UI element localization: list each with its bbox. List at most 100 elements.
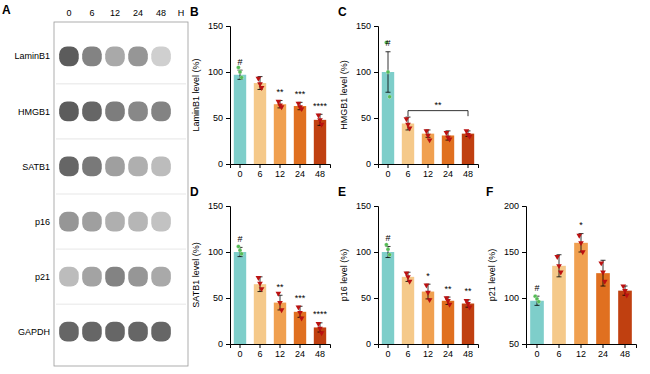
y-tick-label: 150 (356, 21, 371, 31)
dot (427, 138, 433, 143)
figure: A06122448HLaminB1HMGB1SATB1p16p21GAPDH05… (0, 0, 650, 374)
y-tick-label: 0 (218, 339, 223, 349)
y-axis: 050100150 (208, 201, 231, 349)
y-tick-label: 0 (366, 159, 371, 169)
dot (256, 276, 262, 281)
x-tick-label: 24 (443, 169, 453, 179)
x-tick-label: 0 (237, 169, 242, 179)
significance-label: ** (276, 282, 284, 292)
y-tick-mark (226, 118, 230, 119)
dot (537, 300, 541, 304)
y-tick-mark (226, 298, 230, 299)
x-tick-mark (468, 344, 469, 348)
significance-label: ** (464, 286, 472, 296)
band (59, 267, 79, 287)
band (82, 267, 102, 287)
y-tick: 50 (213, 113, 230, 123)
dot (238, 248, 242, 252)
bracket (408, 111, 468, 117)
dot (317, 327, 323, 332)
bar (422, 134, 434, 164)
band (105, 322, 125, 342)
x-axis: 06122448 (527, 344, 637, 359)
band (128, 101, 148, 121)
significance-label: *** (295, 293, 306, 303)
band (82, 212, 102, 232)
significance-label: # (385, 38, 390, 48)
y-tick-mark (374, 344, 378, 345)
significance-label: **** (313, 101, 328, 111)
significance-label: # (385, 233, 390, 243)
y-tick-mark (226, 206, 230, 207)
x-tick: 24 (598, 344, 608, 359)
y-tick: 50 (509, 339, 526, 349)
dot (384, 243, 388, 247)
significance-label: # (534, 283, 539, 293)
y-tick: 50 (213, 293, 230, 303)
row-separator (56, 249, 186, 250)
dot (316, 114, 322, 119)
dot (386, 247, 390, 251)
y-tick: 150 (504, 247, 526, 257)
significance-label: **** (313, 309, 328, 319)
x-tick: 48 (463, 164, 473, 179)
bar-panel: 05010015006122448#**HMGB1 level (%)C (338, 5, 479, 179)
band (128, 322, 148, 342)
dot (299, 317, 305, 322)
x-tick-mark (428, 164, 429, 168)
x-tick-mark (428, 344, 429, 348)
y-axis-line (522, 207, 527, 345)
dot (407, 280, 413, 285)
dot (277, 301, 283, 306)
dot (388, 95, 392, 99)
x-tick-label: 24 (295, 349, 305, 359)
x-tick: 24 (295, 344, 305, 359)
error-bar (386, 52, 391, 92)
dot (600, 271, 606, 276)
x-tick-mark (581, 344, 582, 348)
bar (574, 243, 588, 344)
x-tick: 48 (315, 344, 325, 359)
x-tick-mark (300, 344, 301, 348)
x-tick-label: 12 (576, 349, 586, 359)
x-tick-mark (320, 344, 321, 348)
x-tick-label: 48 (315, 169, 325, 179)
x-axis-line (527, 345, 637, 349)
y-axis: 050100150 (356, 21, 379, 169)
panel-title: D (190, 185, 199, 199)
bar-panel: 5010015020006122448#*p21 level (%)F (486, 185, 637, 359)
x-tick-mark (240, 344, 241, 348)
bar (382, 252, 394, 344)
y-tick-label: 100 (208, 67, 223, 77)
dot (554, 255, 560, 260)
x-tick-mark (320, 164, 321, 168)
dot (444, 131, 450, 136)
y-tick-mark (374, 118, 378, 119)
y-tick-mark (522, 206, 526, 207)
x-tick-mark (280, 164, 281, 168)
error-cap (601, 286, 606, 287)
x-tick: 0 (237, 164, 242, 179)
row-label: GAPDH (18, 327, 50, 337)
x-axis: 06122448 (231, 164, 331, 179)
y-tick-mark (374, 72, 378, 73)
dot (279, 308, 285, 313)
bracket-label: ** (434, 100, 442, 110)
x-tick: 24 (295, 164, 305, 179)
x-tick-label: 6 (405, 349, 410, 359)
x-axis-line (379, 165, 479, 169)
dot (259, 86, 265, 91)
band (128, 267, 148, 287)
lane-label: 12 (110, 8, 120, 18)
y-axis-title: p21 level (%) (487, 249, 497, 302)
panel-title: A (2, 3, 11, 17)
dot (598, 261, 604, 266)
x-tick-mark (260, 344, 261, 348)
y-tick-mark (374, 252, 378, 253)
dot (257, 282, 263, 287)
y-tick-mark (226, 72, 230, 73)
lane-label: 48 (156, 8, 166, 18)
band (151, 101, 171, 121)
error-cap (535, 305, 540, 306)
panel-title: F (486, 185, 493, 199)
